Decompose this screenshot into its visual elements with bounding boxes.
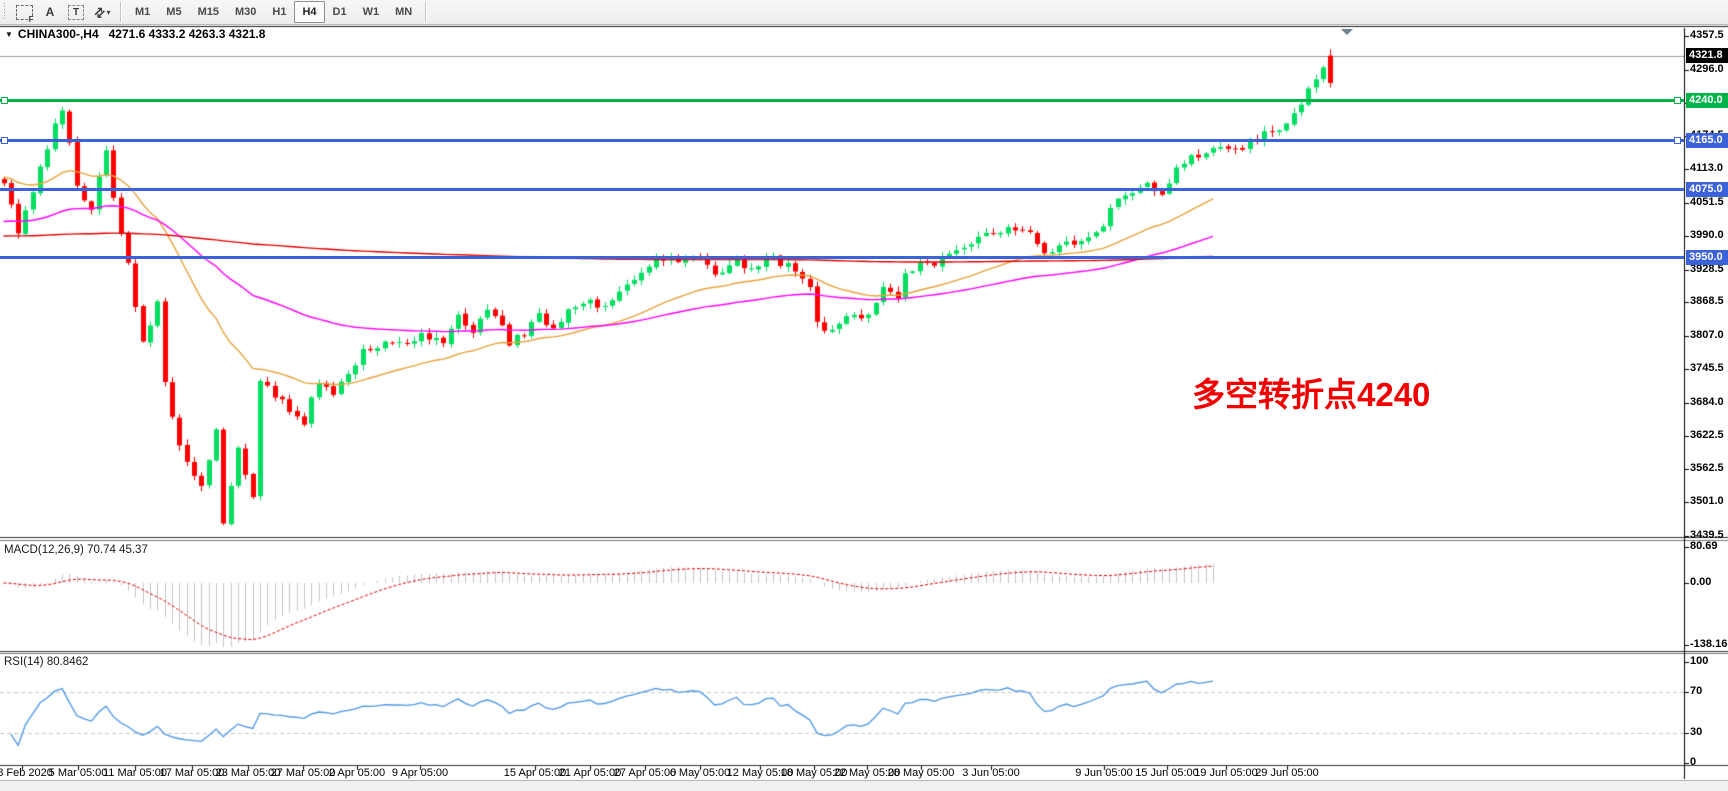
price-tick-label: 4051.5 — [1690, 195, 1724, 208]
price-tick-label: 3501.0 — [1690, 495, 1724, 508]
macd-tick-label: -138.16 — [1690, 638, 1728, 650]
annotation-text[interactable]: 多空转折点4240 — [1192, 376, 1431, 413]
rsi-tick-label: 30 — [1690, 725, 1703, 738]
price-level-badge: 4075.0 — [1686, 182, 1728, 198]
price-level-badge: 3950.0 — [1686, 250, 1728, 266]
macd-label: MACD(12,26,9) 70.74 45.37 — [4, 544, 148, 556]
price-tick-label: 3622.5 — [1690, 429, 1724, 442]
line-anchor-handle[interactable] — [1674, 96, 1681, 104]
date-tick-label: 28 Feb 2020 — [0, 767, 53, 779]
price-tick-label: 3928.5 — [1690, 262, 1724, 275]
price-level-badge: 4165.0 — [1686, 133, 1728, 149]
line-anchor-handle[interactable] — [1, 96, 8, 104]
date-tick-label: 15 Jun 05:00 — [1135, 767, 1199, 779]
toolbar-separator — [120, 2, 122, 22]
chart-title-bar: ▼ CHINA300-,H4 4271.6 4333.2 4263.3 4321… — [5, 27, 265, 41]
timeframe-button-m5[interactable]: M5 — [166, 6, 182, 18]
price-tick-label: 3868.5 — [1690, 295, 1724, 308]
timeframe-button-m1[interactable]: M1 — [135, 6, 151, 18]
timeframe-button-m15[interactable]: M15 — [197, 6, 219, 18]
date-tick-label: 12 May 05:00 — [726, 767, 794, 779]
date-tick-label: 18 May 05:00 — [780, 767, 848, 779]
date-tick-label: 15 Apr 05:00 — [503, 767, 567, 779]
toolbar-grip[interactable] — [3, 3, 7, 21]
date-tick-label: 29 Jun 05:00 — [1255, 767, 1319, 779]
timeframe-button-m30[interactable]: M30 — [234, 6, 257, 18]
symbol-dropdown-caret[interactable]: ▼ — [5, 29, 13, 39]
line-anchor-handle[interactable] — [1674, 137, 1681, 145]
font-tool-icon: A — [45, 5, 55, 19]
timeframe-button-h4[interactable]: H4 — [294, 1, 325, 23]
macd-tick-label: 0.00 — [1690, 576, 1712, 588]
date-tick-label: 21 Apr 05:00 — [558, 767, 622, 779]
price-tick-label: 3562.5 — [1690, 461, 1724, 474]
price-tick-label: 3684.0 — [1690, 395, 1724, 408]
shift-marker-icon — [1341, 29, 1353, 35]
timeframe-button-w1[interactable]: W1 — [362, 6, 380, 18]
price-tick-label: 3439.5 — [1690, 528, 1724, 541]
macd-tick-label: 80.69 — [1690, 540, 1718, 552]
horizontal-line-3950.0[interactable] — [0, 256, 1684, 260]
chevron-down-icon[interactable]: ▾ — [106, 7, 111, 17]
timeframe-button-mn[interactable]: MN — [395, 6, 413, 18]
line-anchor-handle[interactable] — [1, 137, 8, 145]
date-tick-label: 2 Apr 05:00 — [328, 767, 386, 779]
price-tick-label: 4113.0 — [1690, 162, 1724, 175]
arrows-tool-icon: ⇄ — [89, 2, 109, 22]
date-tick-label: 19 Jun 05:00 — [1194, 767, 1258, 779]
rsi-tick-label: 0 — [1690, 756, 1697, 768]
date-tick-label: 11 Mar 05:00 — [102, 767, 168, 779]
price-tick-label: 3990.0 — [1690, 229, 1724, 242]
rsi-label: RSI(14) 80.8462 — [4, 656, 89, 668]
date-tick-label: 3 Jun 05:00 — [962, 767, 1020, 779]
toolbar-separator — [425, 2, 428, 22]
price-tick-label: 4296.0 — [1690, 62, 1724, 75]
price-tick-label: 4357.5 — [1690, 29, 1724, 42]
date-tick-label: 27 Apr 05:00 — [613, 767, 677, 779]
date-tick-label: 22 May 05:00 — [833, 767, 901, 779]
date-tick-label: 9 Apr 05:00 — [391, 767, 449, 779]
ohlc-values: 4271.6 4333.2 4263.3 4321.8 — [108, 27, 266, 41]
date-tick-label: 23 Mar 05:00 — [215, 767, 281, 779]
frame-tool-icon: F — [15, 4, 34, 23]
date-tick-label: 9 Jun 05:00 — [1075, 767, 1133, 779]
arrows-tool-button[interactable]: ⇄ ▾ — [90, 1, 114, 23]
date-tick-label: 17 Mar 05:00 — [159, 767, 225, 779]
font-tool-button[interactable]: A — [38, 1, 62, 23]
frame-tool-button[interactable]: F — [12, 1, 36, 23]
date-tick-label: 27 Mar 05:00 — [270, 767, 336, 779]
timeframe-button-d1[interactable]: D1 — [332, 6, 347, 18]
horizontal-line-4165.0[interactable] — [0, 139, 1684, 143]
timeframe-button-h1[interactable]: H1 — [272, 6, 287, 18]
status-strip — [0, 780, 1728, 791]
horizontal-line-4240.0[interactable] — [0, 98, 1684, 102]
current-price-badge: 4321.8 — [1686, 48, 1728, 64]
text-tool-button[interactable]: T — [64, 1, 88, 23]
rsi-tick-label: 70 — [1690, 685, 1703, 698]
text-tool-icon: T — [68, 4, 84, 20]
timeframe-group: M1 M5 M15 M30 H1 H4 D1 W1 MN — [127, 1, 420, 23]
price-level-badge: 4240.0 — [1686, 92, 1728, 108]
horizontal-line-4075.0[interactable] — [0, 188, 1684, 192]
rsi-tick-label: 100 — [1690, 655, 1709, 667]
symbol-label: CHINA300-,H4 — [17, 27, 99, 41]
date-tick-label: 5 Mar 05:00 — [48, 767, 108, 779]
date-tick-label: 28 May 05:00 — [887, 767, 955, 779]
price-tick-label: 3745.5 — [1690, 362, 1724, 375]
date-tick-label: 6 May 05:00 — [669, 767, 731, 779]
toolbar: F A T ⇄ ▾ M1 M5 M15 M30 H1 H4 D1 W1 MN — [0, 0, 1728, 25]
price-tick-label: 3807.0 — [1690, 328, 1724, 341]
